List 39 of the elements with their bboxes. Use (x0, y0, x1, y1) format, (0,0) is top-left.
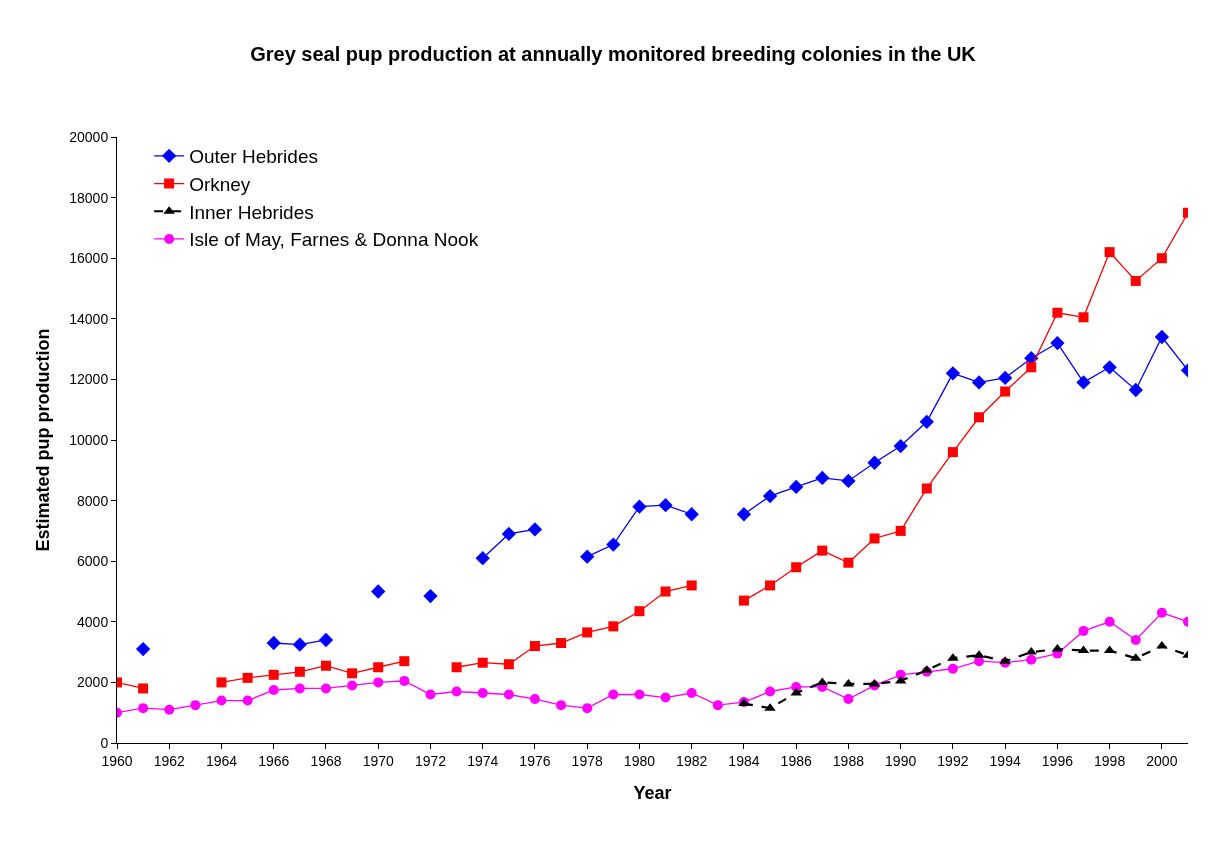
x-tick-label: 1980 (623, 752, 656, 769)
chart-title: Grey seal pup production at annually monitored breeding colonies in the UK (250, 42, 977, 65)
y-tick-label: 18000 (69, 189, 109, 206)
x-tick-label: 1988 (832, 752, 865, 769)
x-tick-label: 1962 (153, 752, 186, 769)
x-tick-label: 1970 (362, 752, 394, 769)
x-tick-label: 1976 (519, 752, 551, 769)
x-tick-label: 1996 (1041, 752, 1074, 769)
x-tick-label: 1998 (1094, 752, 1126, 769)
y-tick-label: 4000 (77, 613, 109, 630)
y-axis-title: Estimated pup production (33, 328, 54, 552)
x-tick-label: 1982 (676, 752, 708, 769)
x-tick-label: 1968 (310, 752, 342, 769)
x-tick-label: 1960 (101, 752, 133, 769)
y-tick-label: 10000 (69, 431, 109, 448)
x-axis-title: Year (633, 782, 672, 803)
y-tick-label: 6000 (77, 553, 109, 570)
x-tick-label: 1964 (205, 752, 238, 769)
x-tick-label: 1966 (258, 752, 290, 769)
y-tick-label: 0 (100, 734, 109, 751)
x-tick-label: 1986 (780, 752, 812, 769)
legend-label: Outer Hebrides (189, 146, 318, 168)
x-tick-label: 1994 (989, 752, 1021, 769)
x-tick-label: 1972 (414, 752, 447, 769)
x-tick-label: 2000 (1146, 752, 1178, 769)
legend-label: Isle of May, Farnes & Donna Nook (189, 229, 479, 251)
y-tick-label: 14000 (69, 310, 109, 327)
x-tick-label: 1984 (728, 752, 760, 769)
y-tick-label: 2000 (77, 674, 109, 691)
y-tick-label: 16000 (69, 250, 109, 267)
legend-label: Inner Hebrides (189, 201, 314, 223)
y-tick-label: 12000 (69, 371, 109, 388)
y-tick-label: 20000 (69, 128, 109, 145)
x-tick-label: 1990 (885, 752, 917, 769)
x-tick-label: 1978 (571, 752, 603, 769)
y-tick-label: 8000 (77, 492, 109, 509)
x-tick-label: 1974 (467, 752, 499, 769)
legend-label: Orkney (189, 173, 251, 195)
x-tick-label: 1992 (937, 752, 969, 769)
